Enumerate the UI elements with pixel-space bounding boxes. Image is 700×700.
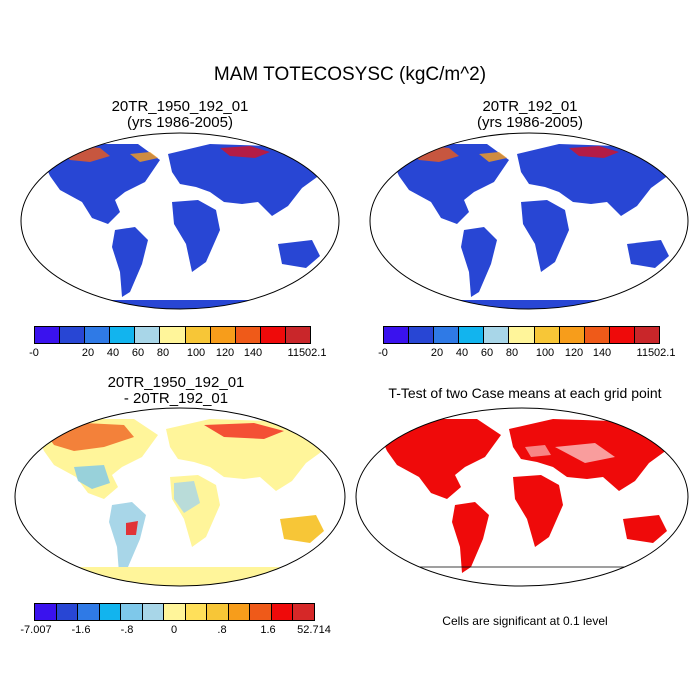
colorbar-swatch — [293, 604, 314, 620]
colorbar-swatch — [584, 327, 610, 343]
colorbar-swatch — [185, 604, 208, 620]
colorbar-swatch — [35, 327, 61, 343]
colorbar-swatch — [609, 327, 635, 343]
colorbar-swatch — [459, 327, 485, 343]
colorbar-swatch — [85, 327, 111, 343]
colorbar-swatch — [484, 327, 510, 343]
colorbar-tick-label: 60 — [131, 347, 145, 359]
colorbar-tick-label: -0 — [378, 347, 388, 359]
colorbar-swatch — [35, 604, 57, 620]
panel-title-line1: 20TR_192_01 — [482, 98, 578, 115]
colorbar-swatch — [534, 327, 560, 343]
map-top-right — [369, 132, 689, 310]
panel-title-line2: - 20TR_192_01 — [123, 390, 229, 407]
colorbar-tick-label: 11502.1 — [287, 347, 327, 359]
colorbar-swatch — [228, 604, 251, 620]
panel-title-line1: 20TR_1950_192_01 — [111, 98, 249, 115]
colorbar-swatch — [634, 327, 660, 343]
colorbar-swatch — [135, 327, 161, 343]
panel-title-line2: (yrs 1986-2005) — [477, 114, 583, 131]
significance-note: Cells are significant at 0.1 level — [442, 614, 608, 628]
colorbar-swatch — [235, 327, 261, 343]
map-top-left — [20, 132, 340, 310]
colorbar-tick-label: 1.6 — [260, 624, 276, 636]
colorbar-tick-label: 120 — [215, 347, 235, 359]
colorbar-swatch — [160, 327, 186, 343]
colorbar-top-left — [34, 326, 311, 344]
colorbar-tick-label: 80 — [505, 347, 519, 359]
colorbar-swatch — [110, 327, 136, 343]
panel-title-top-right: 20TR_192_01 (yrs 1986-2005) — [380, 99, 680, 131]
colorbar-swatch — [210, 327, 236, 343]
colorbar-top-right — [383, 326, 660, 344]
colorbar-tick-label: 120 — [564, 347, 584, 359]
colorbar-bottom-left — [34, 603, 315, 621]
map-bottom-right — [355, 407, 689, 587]
land-masses — [34, 419, 328, 586]
colorbar-tick-label: 60 — [480, 347, 494, 359]
colorbar-tick-label: 20 — [430, 347, 444, 359]
colorbar-tick-label: 52.714 — [297, 624, 331, 636]
panel-title-line2: (yrs 1986-2005) — [127, 114, 233, 131]
colorbar-swatch — [509, 327, 535, 343]
panel-title-top-left: 20TR_1950_192_01 (yrs 1986-2005) — [30, 99, 330, 131]
colorbar-swatch — [384, 327, 410, 343]
colorbar-tick-label: 0 — [170, 624, 178, 636]
colorbar-swatch — [434, 327, 460, 343]
colorbar-tick-label: -.8 — [120, 624, 134, 636]
colorbar-tick-label: 100 — [186, 347, 206, 359]
panel-title-bottom-left: 20TR_1950_192_01 - 20TR_192_01 — [26, 375, 326, 407]
colorbar-tick-label: -1.6 — [71, 624, 91, 636]
colorbar-swatch — [78, 604, 100, 620]
colorbar-swatch — [409, 327, 435, 343]
colorbar-tick-label: 100 — [535, 347, 555, 359]
land-masses — [374, 419, 671, 586]
colorbar-tick-label: 140 — [243, 347, 263, 359]
map-bottom-left — [14, 407, 346, 587]
colorbar-swatch — [185, 327, 211, 343]
colorbar-swatch — [56, 604, 79, 620]
colorbar-tick-label: 80 — [156, 347, 170, 359]
colorbar-tick-label: .8 — [217, 624, 227, 636]
colorbar-swatch — [285, 327, 311, 343]
colorbar-swatch — [260, 327, 286, 343]
colorbar-tick-label: -7.007 — [20, 624, 52, 636]
colorbar-swatch — [121, 604, 143, 620]
colorbar-swatch — [207, 604, 229, 620]
colorbar-tick-label: 40 — [455, 347, 469, 359]
panel-title-line1: 20TR_1950_192_01 — [107, 374, 245, 391]
panel-title-bottom-right: T-Test of two Case means at each grid po… — [388, 385, 662, 401]
colorbar-swatch — [250, 604, 272, 620]
colorbar-swatch — [559, 327, 585, 343]
land-masses — [389, 144, 673, 309]
land-masses — [40, 144, 324, 309]
colorbar-tick-label: 140 — [592, 347, 612, 359]
colorbar-tick-label: 11502.1 — [636, 347, 676, 359]
colorbar-swatch — [271, 604, 294, 620]
colorbar-swatch — [99, 604, 122, 620]
colorbar-tick-label: 40 — [106, 347, 120, 359]
colorbar-swatch — [142, 604, 165, 620]
figure-title: MAM TOTECOSYSC (kgC/m^2) — [213, 64, 487, 85]
colorbar-tick-label: -0 — [29, 347, 39, 359]
colorbar-swatch — [60, 327, 86, 343]
colorbar-swatch — [164, 604, 186, 620]
colorbar-tick-label: 20 — [81, 347, 95, 359]
